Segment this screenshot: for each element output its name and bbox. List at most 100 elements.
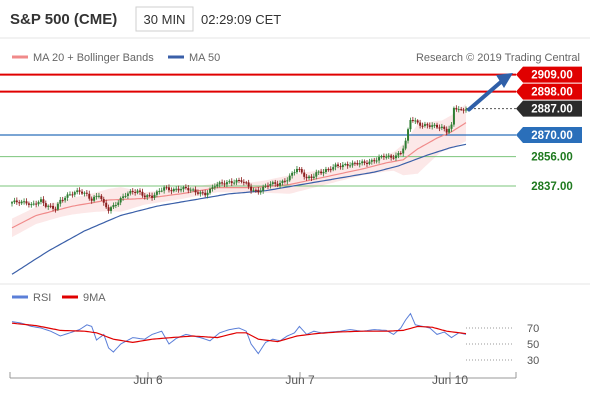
rsi-pane: 70 50 30 [11,312,539,367]
level-tag-2898-00: 2898.00 [516,83,582,100]
bollinger-band-layer [12,104,466,238]
level-tag-text: 2909.00 [531,70,573,82]
ma50-line [11,143,467,275]
candle-body [47,205,50,207]
candle-body [288,175,291,181]
candle-body [134,191,137,193]
candle-body [114,204,117,206]
rsi-tick-30: 30 [527,355,539,367]
candle-body [238,180,240,182]
candle-body [380,156,383,158]
candle-body [177,188,180,191]
candle-body [346,164,349,166]
candle-body [276,183,279,186]
candle-body [182,186,185,190]
candle-body [409,120,412,130]
candle-body [455,107,458,110]
forecast-arrow [467,78,504,112]
candle-body [411,120,414,122]
candle-body [404,140,407,149]
candle-body [327,169,330,171]
candle-body [15,200,18,203]
candle-body [155,191,158,195]
price-tags-layer: 2909.00 2898.00 2887.00 2870.00 2856.00 2837.… [516,66,582,193]
candle-body [228,181,231,183]
candle-body [90,198,93,201]
forecast-arrow-head [496,72,513,88]
candle-body [245,182,248,184]
chart-header: S&P 500 (CME) 30 MIN 02:29:09 CET [10,6,281,32]
candle-body [382,156,385,158]
x-tick-label: Jun 10 [432,373,468,387]
candle-body [78,190,81,192]
candle-body [298,168,301,170]
candle-body [295,168,298,173]
candle-body [230,181,233,184]
time-axis: Jun 6 Jun 7 Jun 10 [9,372,517,387]
timeframe-label[interactable]: 30 MIN [144,12,186,27]
candle-body [49,205,52,207]
rsi-ma-legend-label: 9MA [83,292,106,304]
candle-body [97,195,100,197]
candle-body [211,187,214,189]
candle-body [438,127,441,129]
candle-body [42,199,45,204]
x-tick-label: Jun 7 [285,373,315,387]
candle-body [20,201,23,204]
candle-body [199,192,202,194]
candle-body [18,202,21,204]
candle-body [189,189,192,191]
copyright-text: Research © 2019 Trading Central [416,52,580,64]
candle-body [368,161,371,164]
candle-body [353,162,356,164]
candle-body [433,124,436,126]
candle-body [240,180,243,182]
candle-body [394,155,397,159]
candle-body [126,193,129,196]
timeframe-box[interactable] [135,6,194,32]
candle-body [351,162,354,166]
level-tag-bg [516,126,582,143]
rsi-line [11,312,467,355]
candle-body [81,191,84,194]
level-tag-2909-00: 2909.00 [516,66,582,83]
candle-body [254,189,257,191]
candle-body [39,199,42,202]
candle-body [283,180,286,182]
level-tag-2856-00: 2856.00 [531,152,573,164]
candle-body [375,160,378,162]
rsi-tick-50: 50 [527,339,539,351]
candle-body [68,194,71,196]
candle-body [399,153,402,155]
ma20-legend-label: MA 20 + Bollinger Bands [33,52,154,64]
candle-body [93,196,96,201]
candle-body [378,157,381,161]
candle-body [61,199,64,201]
level-tag-2887-00: 2887.00 [516,100,582,117]
candle-body [110,207,113,211]
candle-body [305,176,308,179]
candle-body [440,126,443,129]
candle-body [141,191,144,196]
candle-body [102,199,105,203]
candle-body [402,148,405,154]
candle-body [308,176,311,179]
candle-body [206,192,209,196]
candle-body [370,160,373,162]
level-tag-bg [516,83,582,100]
candle-body [385,156,388,158]
candle-body [361,161,364,164]
candle-body [136,190,139,193]
level-tag-bg [516,100,582,117]
rsi-legend: RSI 9MA [12,292,106,304]
level-tag-text: 2837.00 [531,181,573,193]
candle-body [151,195,154,198]
candle-body [223,183,226,185]
level-tag-text: 2870.00 [531,130,573,142]
candle-body [64,197,67,201]
candle-body [397,153,400,156]
candle-body [450,124,453,129]
candle-body [204,192,207,196]
candle-body [225,182,228,185]
level-tag-text: 2856.00 [531,152,573,164]
